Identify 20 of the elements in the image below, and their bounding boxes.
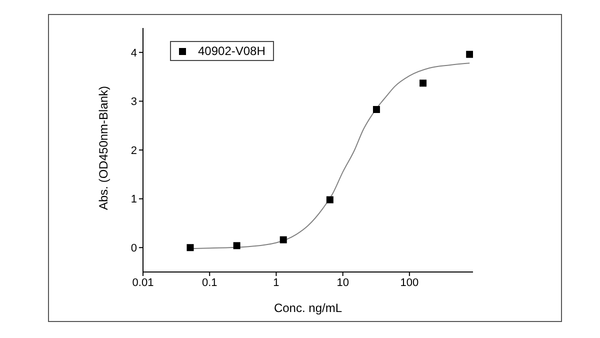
point <box>326 196 334 204</box>
y-tick-label: 4 <box>130 47 137 60</box>
y-tick-label: 0 <box>130 242 137 255</box>
y-axis-title: Abs. (OD450nm-Blank) <box>96 86 110 210</box>
legend-label: 40902-V08H <box>198 44 266 58</box>
y-tick-label: 3 <box>130 96 137 108</box>
point <box>280 236 287 244</box>
x-tick-label: 100 <box>400 276 419 289</box>
x-tick-label: 0.1 <box>202 276 218 289</box>
point <box>420 80 427 87</box>
y-tick-label: 1 <box>130 194 137 206</box>
point <box>466 50 473 58</box>
point <box>233 242 240 250</box>
x-tick-label: 0.01 <box>132 276 154 289</box>
x-tick-label: 10 <box>336 276 349 289</box>
point <box>372 106 380 113</box>
x-axis-title: Conc. ng/mL <box>274 301 342 315</box>
x-tick-label: 1 <box>273 276 280 289</box>
point <box>186 244 194 252</box>
y-tick-label: 2 <box>130 144 137 157</box>
